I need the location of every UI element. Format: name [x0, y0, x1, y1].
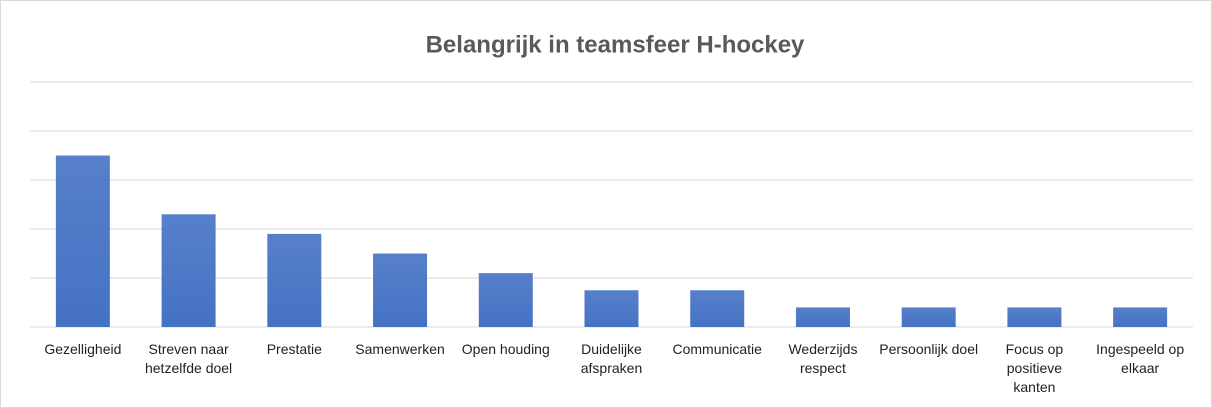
bar — [1007, 307, 1062, 327]
bar — [373, 253, 428, 327]
x-tick-label: Persoonlijk doel — [879, 341, 979, 357]
x-tick-label: Samenwerken — [355, 341, 445, 357]
x-tick-label: Streven naar hetzelfde doel — [144, 341, 233, 376]
x-tick-label: Open houding — [461, 341, 550, 357]
x-tick-label: Communicatie — [672, 341, 762, 357]
x-tick-label: Gezelligheid — [44, 341, 122, 357]
bar — [267, 233, 322, 327]
bar — [584, 290, 639, 327]
bar — [795, 307, 850, 327]
x-tick-label: Ingespeeld op elkaar — [1096, 341, 1185, 376]
bar — [901, 307, 956, 327]
x-tick-label: Focus op positieve kanten — [1005, 341, 1064, 395]
bar — [1113, 307, 1168, 327]
x-tick-label: Duidelijke afspraken — [580, 341, 643, 376]
x-tick-label: Wederzijds respect — [788, 341, 858, 376]
bar — [690, 290, 745, 327]
chart-title: Belangrijk in teamsfeer H-hockey — [426, 31, 805, 58]
bar — [478, 273, 533, 327]
x-tick-label: Prestatie — [266, 341, 322, 357]
bar — [161, 214, 216, 327]
bar — [55, 155, 110, 327]
